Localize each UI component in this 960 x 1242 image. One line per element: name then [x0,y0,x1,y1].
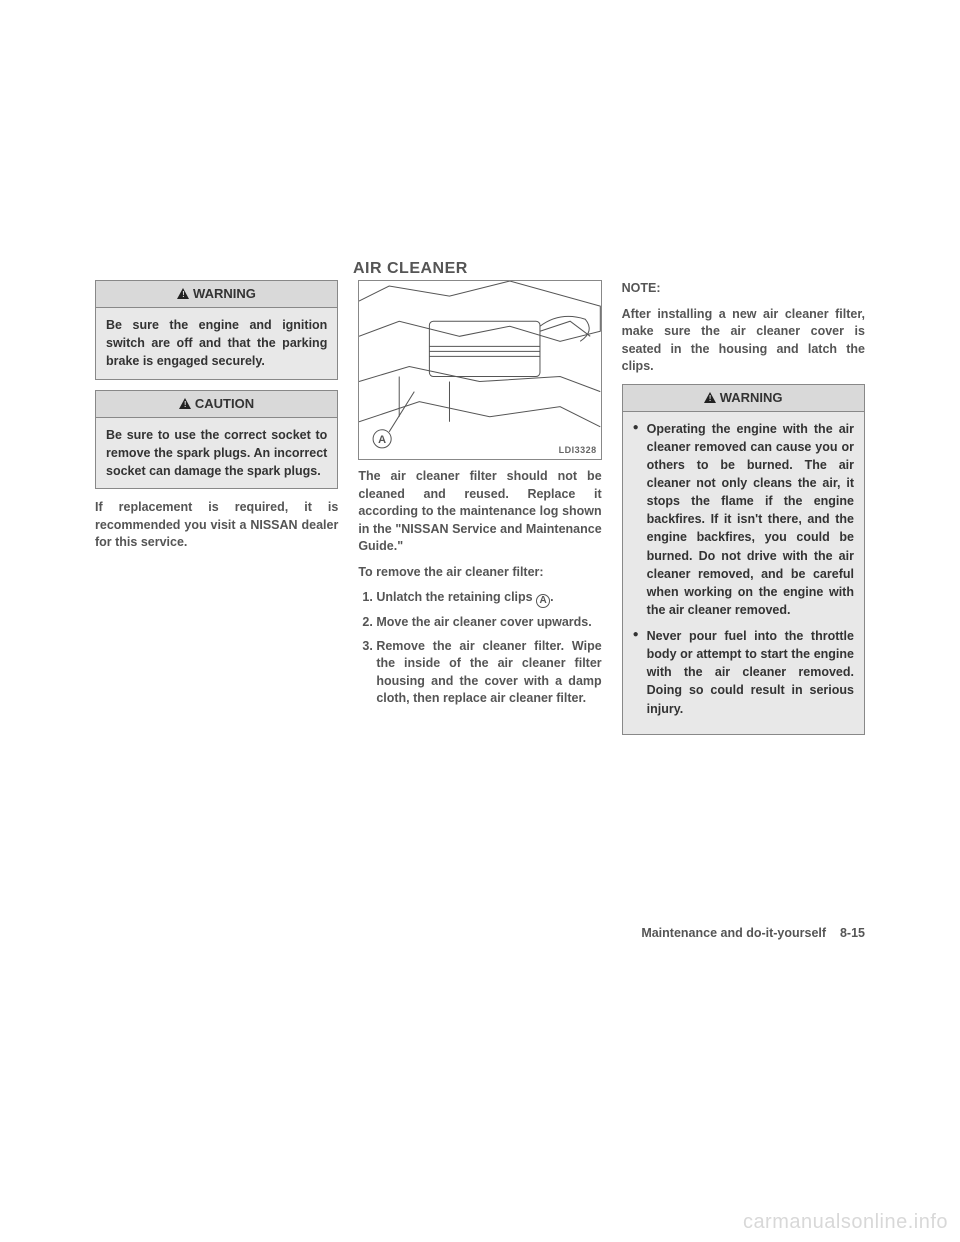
column-2: A LDI3328 The air cleaner filter should … [358,280,601,940]
warning-icon-2 [704,392,716,403]
content-columns: WARNING Be sure the engine and ignition … [95,280,865,940]
footer-section: Maintenance and do-it-yourself [641,926,826,940]
warning-bullet-2: Never pour fuel into the throttle body o… [633,627,854,718]
step-3: Remove the air cleaner filter. Wipe the … [376,638,601,708]
filter-paragraph: The air cleaner filter should not be cle… [358,468,601,556]
step-2: Move the air cleaner cover upwards. [376,614,601,632]
step-1-marker: A [536,594,550,608]
caution-icon [179,398,191,409]
warning-icon [177,288,189,299]
note-body: After installing a new air cleaner filte… [622,306,865,376]
section-title: AIR CLEANER [353,260,468,278]
warning-label-2: WARNING [720,390,783,405]
caution-header: CAUTION [96,391,337,418]
manual-page: AIR CLEANER WARNING Be sure the engine a… [0,0,960,1242]
column-1: WARNING Be sure the engine and ignition … [95,280,338,940]
warning-header-2: WARNING [623,385,864,412]
step-1-text: Unlatch the retaining clips [376,590,532,604]
warning-label-1: WARNING [193,286,256,301]
warning-box-2: WARNING Operating the engine with the ai… [622,384,865,735]
air-cleaner-diagram: A LDI3328 [358,280,601,460]
warning-bullet-1: Operating the engine with the air cleane… [633,420,854,619]
watermark: carmanualsonline.info [743,1211,948,1234]
diagram-lineart: A [359,281,600,457]
steps-intro: To remove the air cleaner filter: [358,564,601,582]
warning-header-1: WARNING [96,281,337,308]
warning-body-2: Operating the engine with the air cleane… [623,412,864,734]
warning-box-1: WARNING Be sure the engine and ignition … [95,280,338,380]
warning-body-1: Be sure the engine and ignition switch a… [96,308,337,378]
footer-page: 8-15 [840,926,865,940]
diagram-marker-a: A [378,434,386,446]
note-label: NOTE: [622,280,865,298]
caution-body: Be sure to use the correct socket to rem… [96,418,337,488]
step-1: Unlatch the retaining clips A. [376,589,601,608]
caution-label: CAUTION [195,396,254,411]
page-footer: Maintenance and do-it-yourself 8-15 [641,926,865,940]
removal-steps: Unlatch the retaining clips A. Move the … [376,589,601,708]
replacement-note: If replacement is required, it is recomm… [95,499,338,552]
column-3: NOTE: After installing a new air cleaner… [622,280,865,940]
caution-box: CAUTION Be sure to use the correct socke… [95,390,338,490]
diagram-code: LDI3328 [559,444,597,457]
